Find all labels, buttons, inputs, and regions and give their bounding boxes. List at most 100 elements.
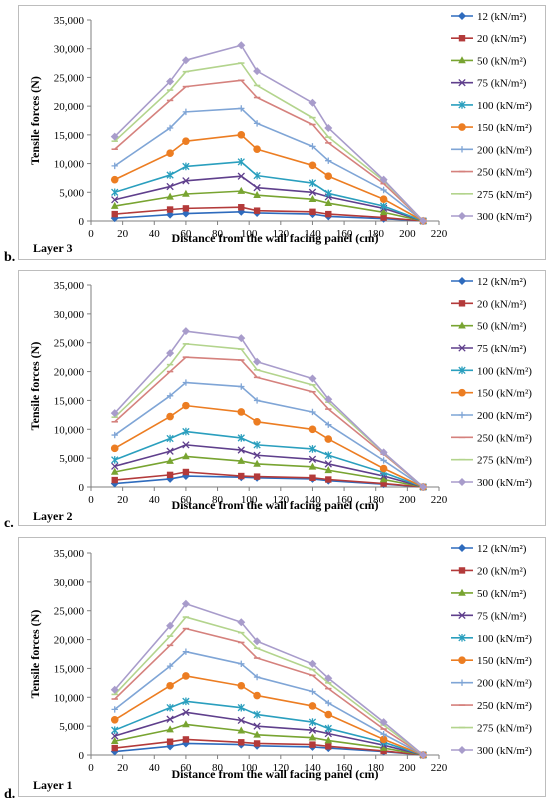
- x-tick-label: 180: [367, 228, 384, 240]
- legend-marker: [458, 344, 466, 352]
- data-point: [308, 462, 317, 470]
- x-tick-label: 80: [212, 228, 224, 240]
- data-point: [325, 421, 332, 428]
- legend-label: 200 (kN/m²): [477, 144, 532, 156]
- data-point: [324, 729, 332, 738]
- data-point: [253, 473, 261, 480]
- legend-marker: [458, 56, 466, 64]
- data-point: [111, 196, 119, 204]
- data-point: [324, 123, 333, 132]
- data-point: [380, 214, 387, 221]
- data-point: [166, 182, 174, 191]
- data-point: [379, 475, 388, 483]
- data-point: [182, 137, 190, 145]
- chart-panel-layer2: 0 5,000 10,000 15,000 20,000 25,000 30,000 35,0…: [18, 270, 546, 526]
- data-point: [379, 195, 388, 203]
- data-point: [325, 699, 332, 707]
- y-tick-label: 20,000: [54, 635, 85, 647]
- x-tick-label: 220: [431, 494, 448, 506]
- data-point: [110, 201, 119, 209]
- series-line: [114, 161, 424, 222]
- data-point: [253, 730, 261, 738]
- legend-marker: [458, 411, 466, 419]
- chart-svg-0: 0 5,000 10,000 15,000 20,000 25,000 30,000 35,0…: [28, 11, 532, 255]
- data-point: [182, 648, 190, 655]
- data-point: [166, 715, 174, 723]
- y-tick-label: 5,000: [59, 187, 84, 199]
- data-point: [182, 177, 190, 185]
- data-point: [182, 205, 190, 212]
- legend-label: 200 (kN/m²): [477, 678, 532, 690]
- data-point: [166, 725, 174, 733]
- data-point: [253, 459, 261, 467]
- data-point: [379, 202, 388, 210]
- data-point: [308, 726, 317, 734]
- data-point: [309, 741, 316, 748]
- data-point: [308, 425, 317, 434]
- data-point: [379, 735, 388, 744]
- data-point: [166, 192, 174, 200]
- y-tick-label: 30,000: [54, 577, 85, 589]
- layer-annotation: Layer 3: [33, 241, 72, 255]
- data-point: [253, 441, 261, 449]
- layer-annotation: Layer 2: [33, 509, 72, 523]
- data-point: [237, 158, 245, 166]
- x-tick-label: 80: [212, 762, 224, 774]
- data-point: [111, 188, 119, 197]
- data-point: [308, 718, 317, 726]
- data-point: [419, 751, 428, 759]
- legend-marker: [458, 544, 466, 552]
- data-point: [166, 77, 175, 86]
- x-tick-label: 0: [88, 762, 94, 774]
- legend-label: 12 (kN/m²): [477, 276, 527, 288]
- legend-label: 300 (kN/m²): [477, 211, 532, 223]
- legend-label: 250 (kN/m²): [477, 432, 532, 444]
- y-tick-label: 30,000: [54, 309, 85, 321]
- data-point: [166, 171, 174, 179]
- data-point: [253, 120, 261, 127]
- y-tick-label: 15,000: [54, 395, 85, 407]
- legend-marker: [458, 588, 466, 596]
- legend-label: 20 (kN/m²): [477, 565, 527, 577]
- x-tick-label: 60: [180, 762, 192, 774]
- data-point: [182, 441, 190, 449]
- data-point: [237, 41, 246, 50]
- data-point: [324, 172, 333, 181]
- data-point: [166, 349, 175, 358]
- data-point: [325, 476, 332, 483]
- legend: 12 (kN/m²) 20 (kN/m²) 50 (kN/m²) 75 (kN/m²)…: [451, 276, 532, 489]
- data-point: [166, 681, 174, 690]
- data-point: [379, 743, 388, 751]
- data-point: [237, 172, 245, 180]
- data-point: [324, 395, 333, 404]
- axes: 0 5,000 10,000 15,000 20,000 25,000 30,000 35,0…: [54, 548, 448, 774]
- x-tick-label: 0: [88, 494, 94, 506]
- data-point: [380, 731, 387, 738]
- y-tick-label: 5,000: [59, 721, 84, 733]
- data-point: [111, 431, 118, 439]
- legend-marker: [458, 212, 466, 220]
- data-point: [111, 210, 118, 218]
- data-point: [324, 451, 332, 460]
- chart-svg-2: 0 5,000 10,000 15,000 20,000 25,000 30,000 35,0…: [28, 543, 532, 792]
- legend-label: 12 (kN/m²): [477, 11, 527, 23]
- legend-label: 50 (kN/m²): [477, 55, 527, 67]
- data-point: [237, 446, 245, 454]
- data-point: [166, 447, 174, 455]
- legend-marker: [458, 79, 466, 87]
- y-tick-label: 35,000: [54, 15, 85, 27]
- plot-area: [110, 41, 428, 225]
- data-point: [308, 194, 317, 202]
- data-point: [166, 206, 174, 213]
- data-point: [166, 742, 175, 751]
- x-tick-label: 120: [273, 228, 290, 240]
- x-tick-label: 200: [399, 494, 416, 506]
- legend-label: 100 (kN/m²): [477, 100, 532, 112]
- data-point: [111, 726, 119, 734]
- legend-marker: [458, 478, 466, 486]
- legend-label: 150 (kN/m²): [477, 122, 532, 134]
- data-point: [308, 161, 317, 170]
- data-point: [309, 143, 316, 150]
- legend-label: 75 (kN/m²): [477, 343, 527, 355]
- data-point: [309, 688, 316, 695]
